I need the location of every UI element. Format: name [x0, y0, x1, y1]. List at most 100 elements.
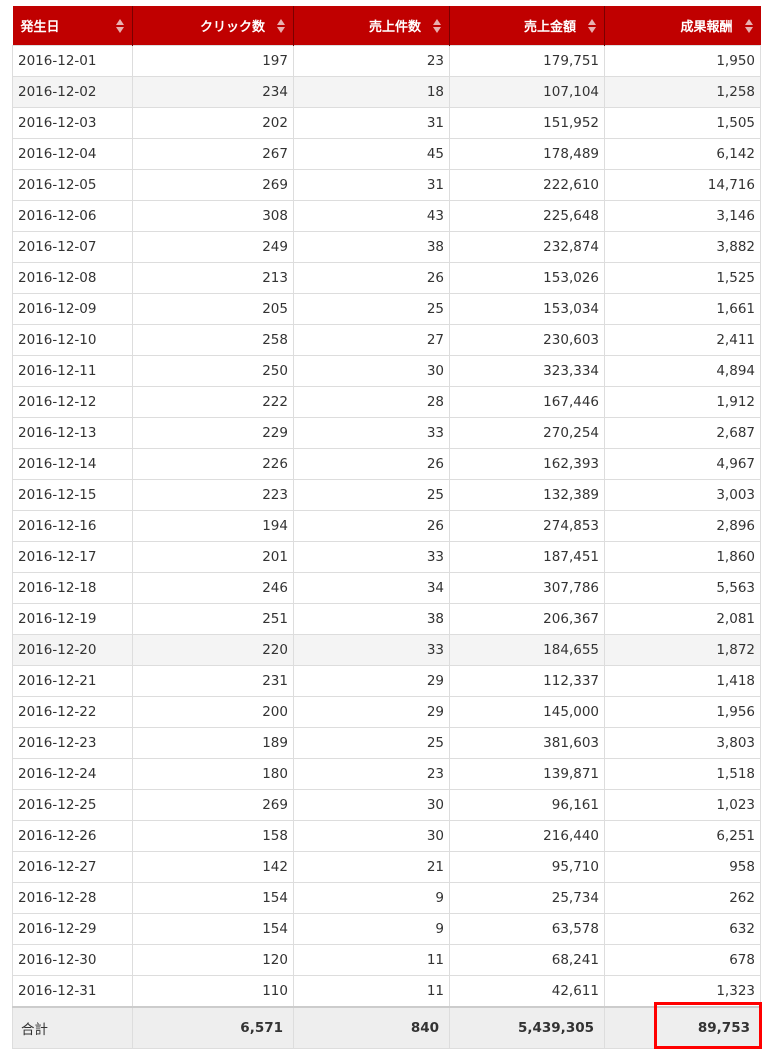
- cell-sales-count: 30: [293, 789, 450, 821]
- cell-sales-count: 25: [293, 293, 450, 325]
- cell-reward: 1,418: [604, 665, 761, 697]
- cell-sales-count: 26: [293, 448, 450, 480]
- cell-sales-count: 26: [293, 262, 450, 294]
- cell-clicks: 202: [132, 107, 294, 139]
- cell-reward: 1,525: [604, 262, 761, 294]
- column-header-date[interactable]: 発生日: [12, 6, 133, 46]
- cell-sales-amount: 232,874: [449, 231, 605, 263]
- table-row: 2016-12-30 120 11 68,241 678: [12, 944, 761, 976]
- cell-sales-amount: 184,655: [449, 634, 605, 666]
- table-row: 2016-12-06 308 43 225,648 3,146: [12, 200, 761, 232]
- cell-sales-amount: 139,871: [449, 758, 605, 790]
- cell-date: 2016-12-25: [12, 789, 133, 821]
- cell-sales-amount: 274,853: [449, 510, 605, 542]
- cell-date: 2016-12-02: [12, 76, 133, 108]
- sort-icon[interactable]: [588, 18, 596, 34]
- column-header-label: 売上金額: [523, 20, 576, 35]
- cell-sales-count: 33: [293, 634, 450, 666]
- cell-sales-count: 25: [293, 479, 450, 511]
- cell-clicks: 120: [132, 944, 294, 976]
- cell-date: 2016-12-26: [12, 820, 133, 852]
- cell-reward: 1,860: [604, 541, 761, 573]
- cell-date: 2016-12-06: [12, 200, 133, 232]
- column-header-clicks[interactable]: クリック数: [132, 6, 294, 46]
- cell-reward: 1,950: [604, 45, 761, 77]
- cell-sales-amount: 230,603: [449, 324, 605, 356]
- cell-reward: 1,258: [604, 76, 761, 108]
- table-row: 2016-12-08 213 26 153,026 1,525: [12, 262, 761, 294]
- sort-icon[interactable]: [116, 18, 124, 34]
- cell-clicks: 269: [132, 789, 294, 821]
- cell-sales-count: 31: [293, 169, 450, 201]
- cell-sales-count: 28: [293, 386, 450, 418]
- cell-date: 2016-12-28: [12, 882, 133, 914]
- cell-sales-count: 31: [293, 107, 450, 139]
- table-row: 2016-12-05 269 31 222,610 14,716: [12, 169, 761, 201]
- table-row: 2016-12-12 222 28 167,446 1,912: [12, 386, 761, 418]
- cell-sales-count: 11: [293, 975, 450, 1008]
- cell-reward: 6,142: [604, 138, 761, 170]
- cell-date: 2016-12-21: [12, 665, 133, 697]
- cell-reward: 6,251: [604, 820, 761, 852]
- cell-clicks: 258: [132, 324, 294, 356]
- header-row: 発生日 クリック数 売上件数 売上金額 成果報酬: [12, 6, 761, 46]
- cell-date: 2016-12-22: [12, 696, 133, 728]
- cell-sales-amount: 206,367: [449, 603, 605, 635]
- cell-clicks: 197: [132, 45, 294, 77]
- cell-reward: 14,716: [604, 169, 761, 201]
- cell-sales-amount: 112,337: [449, 665, 605, 697]
- cell-clicks: 180: [132, 758, 294, 790]
- cell-sales-amount: 162,393: [449, 448, 605, 480]
- cell-sales-amount: 187,451: [449, 541, 605, 573]
- table-row: 2016-12-22 200 29 145,000 1,956: [12, 696, 761, 728]
- cell-date: 2016-12-04: [12, 138, 133, 170]
- cell-clicks: 158: [132, 820, 294, 852]
- cell-sales-count: 30: [293, 820, 450, 852]
- cell-sales-amount: 179,751: [449, 45, 605, 77]
- cell-clicks: 189: [132, 727, 294, 759]
- cell-clicks: 205: [132, 293, 294, 325]
- cell-sales-amount: 95,710: [449, 851, 605, 883]
- cell-clicks: 194: [132, 510, 294, 542]
- cell-clicks: 222: [132, 386, 294, 418]
- sort-icon[interactable]: [277, 18, 285, 34]
- cell-sales-count: 26: [293, 510, 450, 542]
- cell-sales-amount: 307,786: [449, 572, 605, 604]
- cell-clicks: 226: [132, 448, 294, 480]
- cell-clicks: 213: [132, 262, 294, 294]
- sort-icon[interactable]: [744, 18, 753, 34]
- cell-reward: 1,323: [604, 975, 761, 1008]
- column-header-sales-count[interactable]: 売上件数: [293, 6, 450, 46]
- cell-sales-count: 30: [293, 355, 450, 387]
- cell-date: 2016-12-03: [12, 107, 133, 139]
- table-row: 2016-12-21 231 29 112,337 1,418: [12, 665, 761, 697]
- cell-sales-amount: 178,489: [449, 138, 605, 170]
- cell-reward: 2,411: [604, 324, 761, 356]
- cell-reward: 1,912: [604, 386, 761, 418]
- cell-clicks: 201: [132, 541, 294, 573]
- column-header-reward[interactable]: 成果報酬: [604, 6, 761, 46]
- cell-clicks: 110: [132, 975, 294, 1008]
- cell-date: 2016-12-15: [12, 479, 133, 511]
- cell-reward: 1,023: [604, 789, 761, 821]
- cell-sales-count: 21: [293, 851, 450, 883]
- cell-sales-count: 9: [293, 913, 450, 945]
- table-row: 2016-12-25 269 30 96,161 1,023: [12, 789, 761, 821]
- total-clicks: 6,571: [132, 1006, 294, 1049]
- sort-icon[interactable]: [433, 18, 441, 34]
- cell-sales-count: 29: [293, 696, 450, 728]
- cell-date: 2016-12-11: [12, 355, 133, 387]
- table-row: 2016-12-28 154 9 25,734 262: [12, 882, 761, 914]
- cell-sales-amount: 107,104: [449, 76, 605, 108]
- cell-reward: 262: [604, 882, 761, 914]
- cell-date: 2016-12-30: [12, 944, 133, 976]
- cell-sales-amount: 132,389: [449, 479, 605, 511]
- cell-sales-count: 38: [293, 231, 450, 263]
- column-header-label: クリック数: [199, 20, 265, 35]
- table-row: 2016-12-16 194 26 274,853 2,896: [12, 510, 761, 542]
- column-header-sales-amount[interactable]: 売上金額: [449, 6, 605, 46]
- cell-sales-count: 23: [293, 758, 450, 790]
- table-row: 2016-12-17 201 33 187,451 1,860: [12, 541, 761, 573]
- cell-sales-amount: 381,603: [449, 727, 605, 759]
- table-row: 2016-12-09 205 25 153,034 1,661: [12, 293, 761, 325]
